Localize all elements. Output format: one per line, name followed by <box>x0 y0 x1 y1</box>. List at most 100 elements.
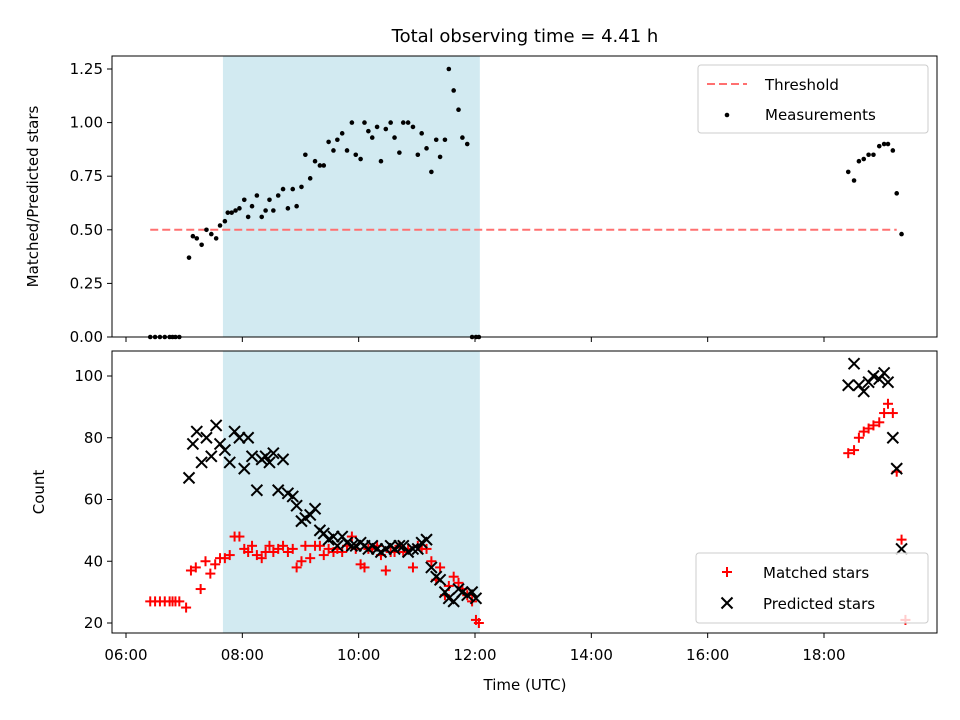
measurement-point <box>249 203 255 209</box>
bottom-axes-frame <box>111 350 938 634</box>
measurement-point <box>317 163 323 168</box>
legend-measurements-label: Measurements <box>765 106 876 124</box>
predicted-star-point <box>238 462 251 475</box>
matched-star-point <box>346 531 357 542</box>
top-y-tick-label: 0.75 <box>70 167 103 185</box>
top-y-tick-label: 0.25 <box>70 274 103 292</box>
measurement-point <box>254 193 260 198</box>
predicted-star-point <box>886 431 900 444</box>
predicted-star-point <box>308 502 322 515</box>
measurement-point <box>871 152 876 158</box>
predicted-star-point <box>267 446 280 460</box>
measurement-point <box>303 152 308 158</box>
predicted-star-point <box>433 573 447 586</box>
top-y-tick-label: 1.00 <box>70 114 103 132</box>
measurement-point <box>388 120 393 125</box>
x-tick-label: 12:00 <box>453 646 496 664</box>
predicted-star-point <box>271 484 285 497</box>
matched-star-point <box>305 553 316 564</box>
measurement-point <box>845 169 851 175</box>
predicted-star-point <box>857 385 870 398</box>
measurement-point <box>456 107 461 113</box>
top-y-tick-label: 0.50 <box>70 221 103 239</box>
measurement-point <box>378 158 384 164</box>
top-legend: Threshold Measurements <box>697 64 929 134</box>
measurement-point <box>335 137 340 143</box>
measurement-point <box>464 141 470 147</box>
matched-star-point <box>448 571 459 582</box>
x-tick-label: 18:00 <box>802 646 845 664</box>
chart-title: Total observing time = 4.41 h <box>391 26 659 47</box>
measurement-point <box>876 143 882 149</box>
matched-star-point <box>874 417 885 428</box>
measurement-point <box>866 152 871 158</box>
legend-matched-swatch <box>722 567 732 577</box>
bottom-legend: Matched stars Predicted stars <box>695 552 929 624</box>
matched-star-point <box>291 562 302 573</box>
x-tick-label: 14:00 <box>570 646 613 664</box>
measurement-point <box>225 210 231 215</box>
measurement-point <box>433 137 439 143</box>
predicted-star-point <box>877 366 891 380</box>
measurement-point <box>307 176 313 181</box>
matched-star-point <box>287 543 298 554</box>
predicted-star-point <box>890 462 903 475</box>
matched-star-point <box>264 540 275 551</box>
measurement-point <box>339 131 345 136</box>
measurement-point <box>241 197 247 203</box>
top-axes-frame <box>111 55 938 338</box>
measurement-point <box>451 88 456 93</box>
predicted-star-point <box>290 499 303 512</box>
bottom-y-axis-label: Count <box>30 470 48 515</box>
top-x-ticks <box>125 337 825 342</box>
measurement-points <box>147 66 904 340</box>
measurement-point <box>362 120 367 125</box>
top-observing-interval-shade <box>222 56 480 337</box>
measurement-point <box>285 206 291 211</box>
measurement-point <box>397 150 402 155</box>
matched-star-point <box>318 550 329 561</box>
matched-star-point <box>380 565 391 576</box>
measurement-point <box>419 131 424 136</box>
predicted-star-point <box>465 585 479 599</box>
predicted-star-point <box>245 450 259 463</box>
x-tick-label: 16:00 <box>686 646 729 664</box>
predicted-star-point <box>425 561 438 574</box>
predicted-star-point <box>276 453 290 466</box>
predicted-star-point <box>881 375 895 389</box>
bottom-y-tick-label: 60 <box>84 491 103 509</box>
matched-star-point <box>843 448 854 459</box>
matched-star-point <box>896 534 907 545</box>
measurement-point <box>321 163 327 168</box>
predicted-star-point <box>842 379 855 392</box>
matched-star-point <box>224 550 235 561</box>
bottom-x-ticks: 06:00 08:00 10:00 12:00 14:00 16:00 18:00 <box>104 633 846 664</box>
measurement-point <box>429 169 434 175</box>
legend-predicted-swatch <box>720 596 734 610</box>
predicted-star-point <box>218 443 232 457</box>
predicted-star-point <box>847 357 861 370</box>
matched-star-point <box>314 540 325 551</box>
top-y-tick-label: 0.00 <box>70 328 103 346</box>
measurement-point <box>446 66 452 72</box>
predicted-star-point <box>223 456 236 469</box>
predicted-star-point <box>195 456 208 469</box>
measurement-point <box>229 210 234 215</box>
predicted-star-point <box>393 539 406 553</box>
matched-star-point <box>853 432 864 443</box>
measurement-point <box>861 156 867 162</box>
measurement-point <box>237 206 242 211</box>
matched-star-point <box>453 577 464 588</box>
measurement-point <box>186 255 192 260</box>
matched-star-point <box>296 556 307 567</box>
predicted-star-point <box>200 431 213 444</box>
predicted-star-point <box>867 369 880 383</box>
predicted-stars-points <box>182 357 908 608</box>
measurement-point <box>199 242 204 248</box>
measurement-point <box>899 231 904 237</box>
matched-star-point <box>181 602 192 613</box>
measurement-point <box>424 146 429 151</box>
matched-star-point <box>435 562 446 573</box>
measurement-point <box>245 214 251 220</box>
